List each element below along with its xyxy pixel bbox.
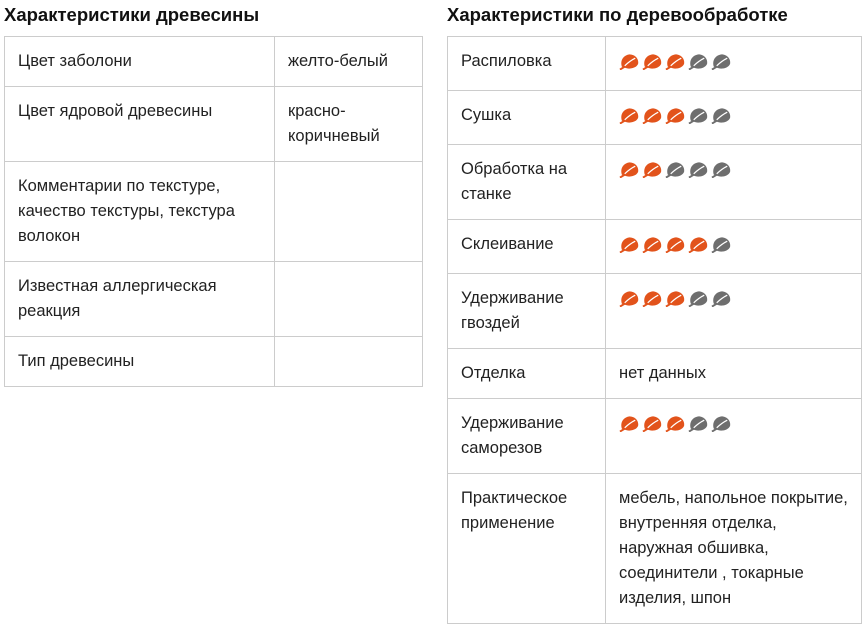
leaf-icon-filled [642, 416, 662, 432]
property-label: Практическое применение [447, 473, 606, 624]
leaf-icon-filled [642, 162, 662, 178]
property-label: Сушка [447, 90, 606, 145]
property-label: Удерживание саморезов [447, 398, 606, 474]
leaf-rating [605, 273, 862, 349]
leaf-icon-filled [688, 237, 708, 253]
woodworking-properties-table: Распиловка Сушка Обработка на станке Склеив… [447, 36, 862, 624]
property-value [274, 161, 423, 262]
rating-leaves [619, 49, 732, 70]
leaf-icon-filled [619, 291, 639, 307]
leaf-icon-filled [642, 108, 662, 124]
property-value [274, 336, 423, 387]
wood-properties-table: Цвет заболони желто-белый Цвет ядровой д… [4, 36, 423, 387]
table-row: Отделка нет данных [447, 348, 862, 399]
table-row: Обработка на станке [447, 144, 862, 220]
property-label: Известная аллергическая реакция [4, 261, 275, 337]
property-label: Склеивание [447, 219, 606, 274]
property-value: желто-белый [274, 36, 423, 87]
property-value [274, 261, 423, 337]
table-row: Комментарии по текстуре, качество тексту… [4, 161, 423, 262]
property-label: Удерживание гвоздей [447, 273, 606, 349]
leaf-icon-filled [619, 162, 639, 178]
leaf-icon-empty [688, 291, 708, 307]
table-row: Цвет заболони желто-белый [4, 36, 423, 87]
property-value: мебель, напольное покрытие, внутренняя о… [605, 473, 862, 624]
leaf-rating [605, 144, 862, 220]
leaf-icon-empty [711, 416, 731, 432]
property-label: Цвет заболони [4, 36, 275, 87]
leaf-rating [605, 219, 862, 274]
leaf-icon-filled [642, 291, 662, 307]
table-row: Известная аллергическая реакция [4, 261, 423, 337]
rating-leaves [619, 232, 732, 253]
table-row: Цвет ядровой древесины красно-коричневый [4, 86, 423, 162]
leaf-icon-filled [619, 237, 639, 253]
table-row: Удерживание гвоздей [447, 273, 862, 349]
leaf-icon-filled [642, 237, 662, 253]
property-label: Распиловка [447, 36, 606, 91]
property-value: красно-коричневый [274, 86, 423, 162]
leaf-icon-empty [688, 108, 708, 124]
leaf-icon-empty [711, 108, 731, 124]
table-row: Практическое применение мебель, напольное… [447, 473, 862, 624]
leaf-rating [605, 90, 862, 145]
property-label: Комментарии по текстуре, качество тексту… [4, 161, 275, 262]
leaf-icon-filled [665, 416, 685, 432]
leaf-icon-filled [665, 291, 685, 307]
rating-leaves [619, 103, 732, 124]
property-label: Отделка [447, 348, 606, 399]
leaf-icon-filled [619, 54, 639, 70]
leaf-icon-filled [619, 108, 639, 124]
table-row: Тип древесины [4, 336, 423, 387]
leaf-icon-empty [688, 54, 708, 70]
leaf-icon-filled [642, 54, 662, 70]
rating-leaves [619, 286, 732, 307]
leaf-icon-empty [711, 162, 731, 178]
property-label: Обработка на станке [447, 144, 606, 220]
woodworking-properties-title: Характеристики по деревообработке [447, 4, 788, 25]
leaf-icon-filled [665, 54, 685, 70]
table-row: Распиловка [447, 36, 862, 91]
leaf-icon-empty [688, 416, 708, 432]
property-label: Тип древесины [4, 336, 275, 387]
leaf-icon-filled [665, 237, 685, 253]
rating-leaves [619, 157, 732, 178]
leaf-icon-filled [619, 416, 639, 432]
table-row: Сушка [447, 90, 862, 145]
leaf-icon-empty [711, 237, 731, 253]
table-row: Склеивание [447, 219, 862, 274]
leaf-icon-empty [688, 162, 708, 178]
leaf-rating [605, 398, 862, 474]
property-value: нет данных [605, 348, 862, 399]
wood-properties-title: Характеристики древесины [4, 4, 260, 25]
leaf-icon-empty [711, 291, 731, 307]
leaf-icon-empty [665, 162, 685, 178]
leaf-icon-empty [711, 54, 731, 70]
leaf-rating [605, 36, 862, 91]
leaf-icon-filled [665, 108, 685, 124]
property-label: Цвет ядровой древесины [4, 86, 275, 162]
rating-leaves [619, 411, 732, 432]
table-row: Удерживание саморезов [447, 398, 862, 474]
